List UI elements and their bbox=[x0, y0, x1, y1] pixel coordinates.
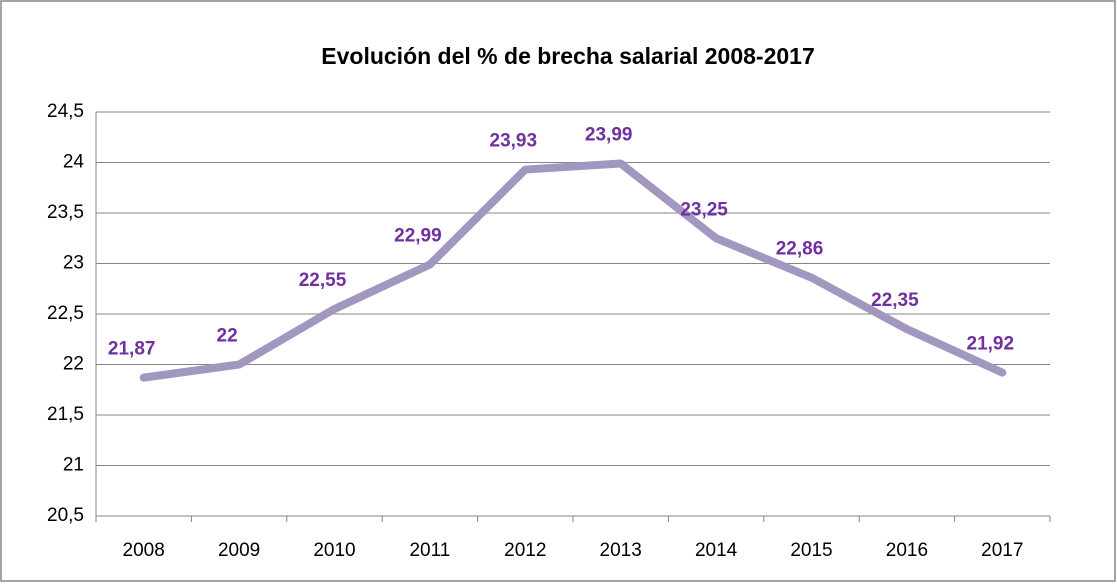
value-label: 22,55 bbox=[299, 270, 347, 291]
y-tick-label: 23 bbox=[63, 253, 84, 274]
x-tick-label: 2009 bbox=[218, 540, 260, 561]
x-tick-label: 2016 bbox=[886, 540, 928, 561]
y-tick-label: 21 bbox=[63, 455, 84, 476]
x-tick-label: 2011 bbox=[409, 540, 450, 561]
x-tick-label: 2010 bbox=[313, 540, 355, 561]
value-label: 21,87 bbox=[108, 339, 156, 360]
y-tick-label: 23,5 bbox=[47, 202, 84, 223]
y-tick-label: 20,5 bbox=[47, 505, 84, 526]
value-label: 23,25 bbox=[680, 199, 728, 220]
value-label: 23,99 bbox=[585, 125, 633, 146]
x-tick-label: 2014 bbox=[695, 540, 738, 561]
value-label: 22,35 bbox=[871, 290, 919, 311]
y-tick-label: 24,5 bbox=[47, 101, 84, 122]
x-tick-label: 2013 bbox=[600, 540, 642, 561]
value-label: 23,93 bbox=[490, 131, 538, 152]
y-tick-label: 22 bbox=[63, 354, 84, 375]
x-tick-label: 2015 bbox=[790, 540, 832, 561]
x-tick-label: 2017 bbox=[981, 540, 1023, 561]
value-label: 22,99 bbox=[394, 226, 442, 247]
y-tick-label: 22,5 bbox=[47, 303, 84, 324]
chart-title: Evolución del % de brecha salarial 2008-… bbox=[321, 43, 814, 69]
value-label: 22 bbox=[217, 326, 238, 347]
line-series bbox=[139, 159, 1007, 382]
value-label: 22,86 bbox=[776, 239, 824, 260]
y-tick-label: 21,5 bbox=[47, 404, 84, 425]
value-label: 21,92 bbox=[967, 334, 1015, 355]
x-tick-label: 2012 bbox=[504, 540, 546, 561]
y-tick-label: 24 bbox=[63, 152, 85, 173]
x-tick-label: 2008 bbox=[123, 540, 165, 561]
